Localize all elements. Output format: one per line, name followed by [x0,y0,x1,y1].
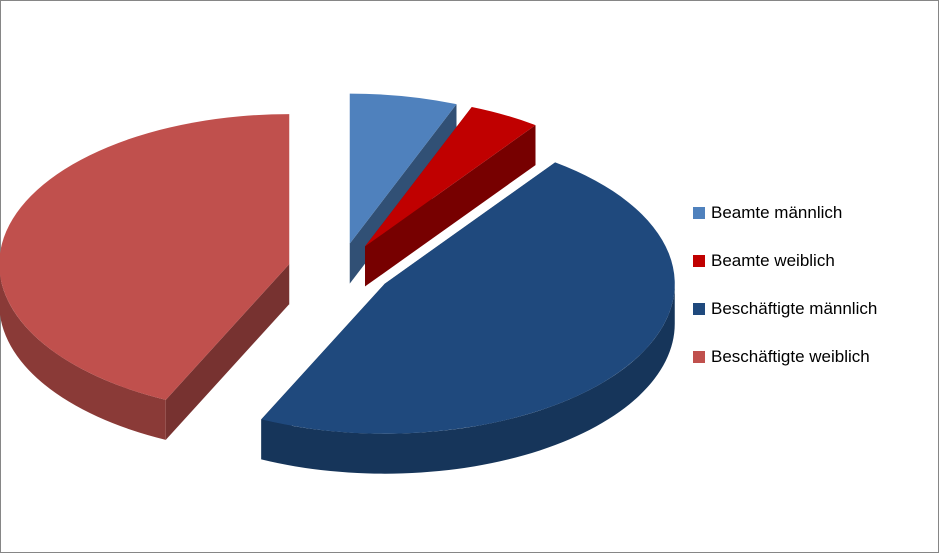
legend-label-beamte-maennlich: Beamte männlich [711,203,843,222]
legend-swatch-beschaeftigte-weiblich [693,351,705,363]
pie-slice-beamte-weiblich-side-1 [365,125,536,287]
pie-slice-beschaeftigte-maennlich-top [261,162,675,434]
pie-slice-beschaeftigte-weiblich-top [0,114,290,400]
pie-slice-beschaeftigte-maennlich-wall [261,283,675,474]
pie-slice-beschaeftigte-maennlich [261,162,675,474]
pie-slice-beamte-weiblich [365,106,536,287]
legend-item-beschaeftigte-weiblich: Beschäftigte weiblich [693,345,877,369]
pie-slice-beamte-maennlich-top [349,93,457,244]
legend-item-beschaeftigte-maennlich: Beschäftigte männlich [693,297,877,321]
legend-label-beamte-weiblich: Beamte weiblich [711,251,835,270]
legend-item-beamte-weiblich: Beamte weiblich [693,249,877,273]
legend-label-beschaeftigte-maennlich: Beschäftigte männlich [711,299,878,318]
legend: Beamte männlich Beamte weiblich Beschäft… [693,201,877,369]
legend-swatch-beschaeftigte-maennlich [693,303,705,315]
pie-slice-beamte-weiblich-top [365,106,536,247]
legend-item-beamte-maennlich: Beamte männlich [693,201,877,225]
legend-swatch-beamte-weiblich [693,255,705,267]
pie-slice-beschaeftigte-weiblich [0,114,290,440]
pie-slice-beschaeftigte-weiblich-wall [0,274,166,440]
legend-label-beschaeftigte-weiblich: Beschäftigte weiblich [711,347,870,366]
pie-slice-beschaeftigte-weiblich-side-0 [165,264,290,440]
legend-swatch-beamte-maennlich [693,207,705,219]
